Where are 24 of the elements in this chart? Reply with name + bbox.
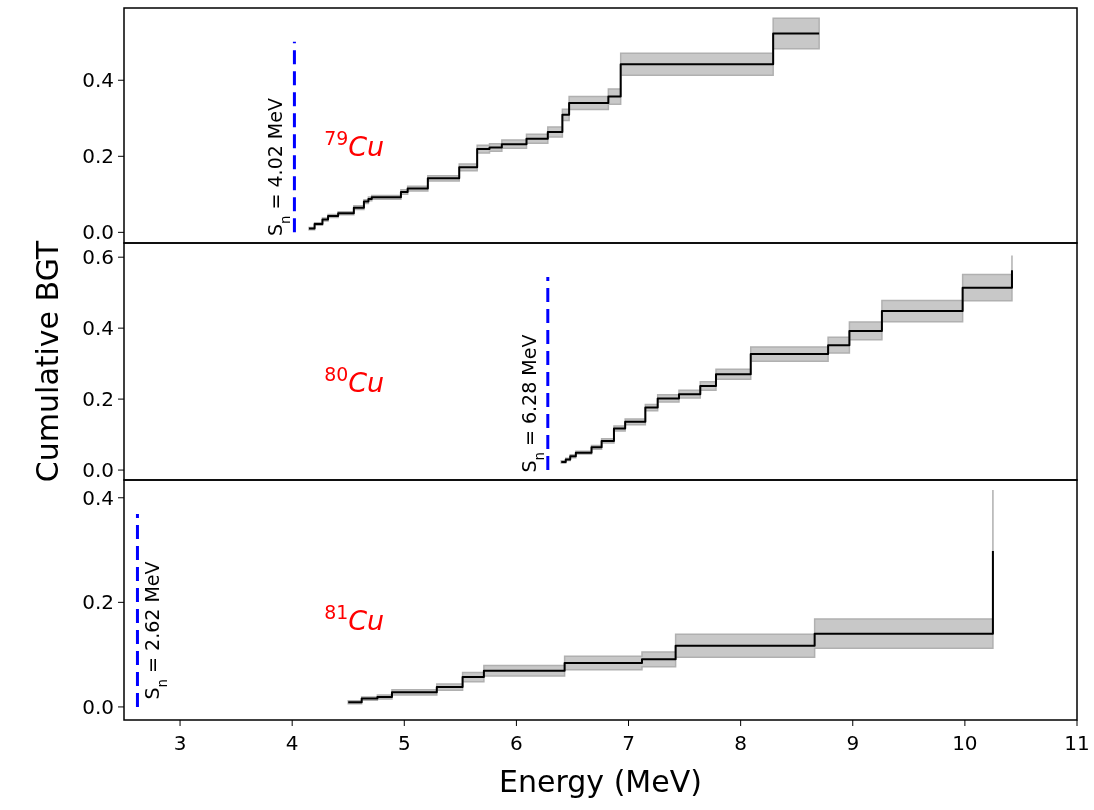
y-tick-label: 0.4 [82, 485, 114, 510]
y-tick-label: 0.2 [82, 144, 114, 169]
x-tick-label: 7 [622, 731, 635, 755]
x-tick-label: 11 [1064, 731, 1090, 755]
y-tick-label: 0.0 [82, 458, 114, 483]
x-tick-label: 8 [734, 731, 748, 755]
y-tick-label: 0.2 [82, 387, 114, 412]
y-tick-label: 0.0 [82, 220, 114, 245]
annotation: $^{81}$Cu [324, 601, 385, 636]
annotation: $^{80}$Cu [324, 362, 385, 398]
x-tick-label: 10 [952, 731, 978, 755]
x-axis-title: Energy (MeV) [499, 764, 702, 799]
y-axis-title: Cumulative BGT [30, 240, 65, 483]
x-tick-label: 5 [397, 731, 411, 755]
y-tick-label: 0.6 [82, 245, 114, 270]
y-tick-label: 0.2 [82, 590, 114, 615]
annotation: $^{79}$Cu [324, 126, 385, 162]
y-tick-label: 0.0 [82, 694, 114, 719]
x-tick-label: 9 [846, 731, 860, 755]
y-tick-label: 0.4 [82, 68, 114, 93]
x-tick-label: 6 [510, 731, 523, 755]
x-tick-label: 3 [173, 731, 187, 755]
x-tick-label: 4 [285, 731, 299, 755]
y-tick-label: 0.4 [82, 316, 114, 341]
